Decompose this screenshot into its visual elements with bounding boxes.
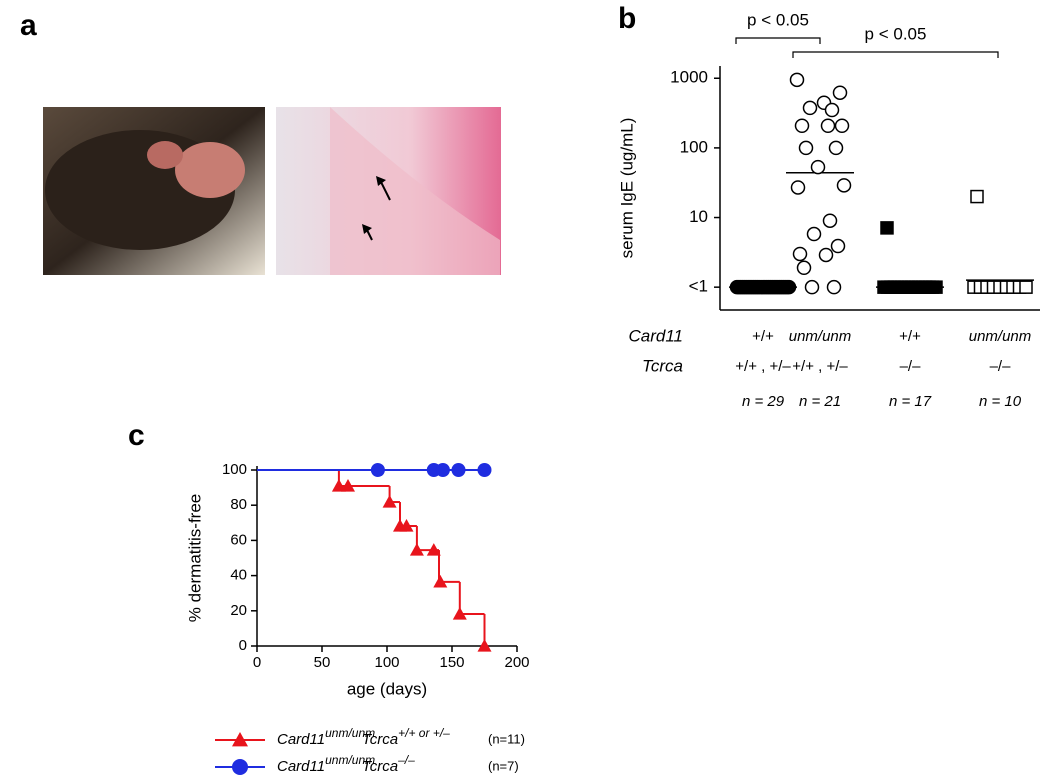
- data-point: [452, 606, 467, 620]
- legend-marker: [232, 732, 248, 747]
- legend-label-part: unm/unm: [325, 726, 375, 740]
- x-tick-label: 100: [374, 654, 399, 671]
- y-tick-label: 1000: [670, 68, 708, 87]
- panel-label: c: [128, 419, 145, 452]
- data-point: [810, 159, 826, 175]
- data-point: [409, 543, 424, 556]
- legend-label-part: –/–: [397, 753, 415, 767]
- panel-label: a: [20, 9, 37, 42]
- data-point: [822, 213, 838, 228]
- data-point: [806, 226, 822, 242]
- data-point: [929, 280, 943, 294]
- data-point: [796, 260, 812, 276]
- x-tick-label: 200: [504, 654, 529, 671]
- y-tick-label: 0: [239, 637, 247, 654]
- data-point: [826, 279, 842, 295]
- legend-n: (n=11): [488, 731, 525, 746]
- legend-label: Card11unm/unmTcrca+/+ or +/–: [277, 726, 450, 748]
- data-point: [435, 463, 450, 477]
- data-point: [1019, 280, 1033, 294]
- category-label: +/+: [899, 328, 921, 345]
- significance-label: p < 0.05: [865, 24, 927, 43]
- data-point: [789, 72, 805, 88]
- data-point: [804, 279, 820, 295]
- y-tick-label: <1: [689, 277, 708, 296]
- y-tick-label: 80: [230, 496, 247, 513]
- significance-label: p < 0.05: [747, 10, 809, 29]
- data-point: [781, 279, 797, 295]
- y-tick-label: 10: [689, 207, 708, 226]
- data-point: [824, 102, 840, 118]
- data-point: [828, 140, 844, 156]
- legend-label-part: Card11: [277, 731, 325, 748]
- data-point: [836, 178, 852, 193]
- row-label: Tcrca: [642, 356, 683, 375]
- category-label: –/–: [900, 358, 922, 375]
- data-point: [832, 85, 848, 100]
- legend-label-part: unm/unm: [325, 753, 375, 767]
- y-axis-label: % dermatitis-free: [185, 494, 204, 622]
- legend-label-part: Card11: [277, 758, 325, 775]
- y-tick-label: 100: [222, 461, 247, 478]
- data-point: [794, 118, 810, 133]
- category-label: unm/unm: [789, 328, 852, 345]
- data-point: [792, 246, 808, 262]
- x-axis-label: age (days): [347, 679, 427, 698]
- data-point: [834, 118, 850, 133]
- legend-label-part: Tcrca: [362, 731, 398, 748]
- y-tick-label: 40: [230, 567, 247, 584]
- legend-label: Card11unm/unmTcrca–/–: [277, 753, 415, 775]
- data-point: [818, 247, 834, 263]
- legend-marker: [232, 759, 248, 775]
- data-point: [370, 463, 385, 477]
- data-point: [426, 543, 441, 556]
- y-tick-label: 100: [680, 137, 708, 156]
- group-size: n = 10: [979, 393, 1022, 410]
- data-point: [798, 140, 814, 156]
- data-point: [341, 479, 355, 492]
- data-point: [790, 180, 806, 195]
- data-point: [433, 574, 448, 588]
- data-point: [880, 221, 894, 235]
- y-tick-label: 20: [230, 602, 247, 619]
- mouse-photo: [43, 107, 265, 275]
- histology-photo: [276, 107, 501, 275]
- panel-label: b: [618, 2, 636, 35]
- y-axis-label: serum IgE (ug/mL): [617, 118, 636, 259]
- category-label: +/+ , +/–: [735, 358, 791, 375]
- x-tick-label: 150: [439, 654, 464, 671]
- group-size: n = 21: [799, 393, 841, 410]
- data-point: [331, 479, 346, 492]
- data-point: [820, 118, 836, 133]
- y-tick-label: 60: [230, 531, 247, 548]
- data-point: [970, 189, 984, 204]
- data-point: [451, 463, 466, 477]
- significance-bracket: [792, 51, 999, 58]
- data-point: [399, 518, 414, 532]
- data-point: [382, 495, 397, 508]
- data-point: [477, 463, 492, 477]
- category-label: unm/unm: [969, 328, 1032, 345]
- legend-n: (n=7): [488, 758, 519, 773]
- category-label: –/–: [990, 358, 1012, 375]
- data-point: [802, 100, 818, 116]
- significance-bracket: [735, 37, 821, 44]
- data-point: [830, 238, 846, 254]
- group-size: n = 29: [742, 393, 785, 410]
- legend-label-part: Tcrca: [362, 758, 398, 775]
- category-label: +/+: [752, 328, 774, 345]
- group-size: n = 17: [889, 393, 932, 410]
- legend-label-part: +/+ or +/–: [398, 726, 450, 740]
- row-label: Card11: [629, 326, 684, 345]
- category-label: +/+ , +/–: [792, 358, 848, 375]
- x-tick-label: 50: [314, 654, 331, 671]
- data-point: [477, 639, 492, 652]
- x-tick-label: 0: [253, 654, 261, 671]
